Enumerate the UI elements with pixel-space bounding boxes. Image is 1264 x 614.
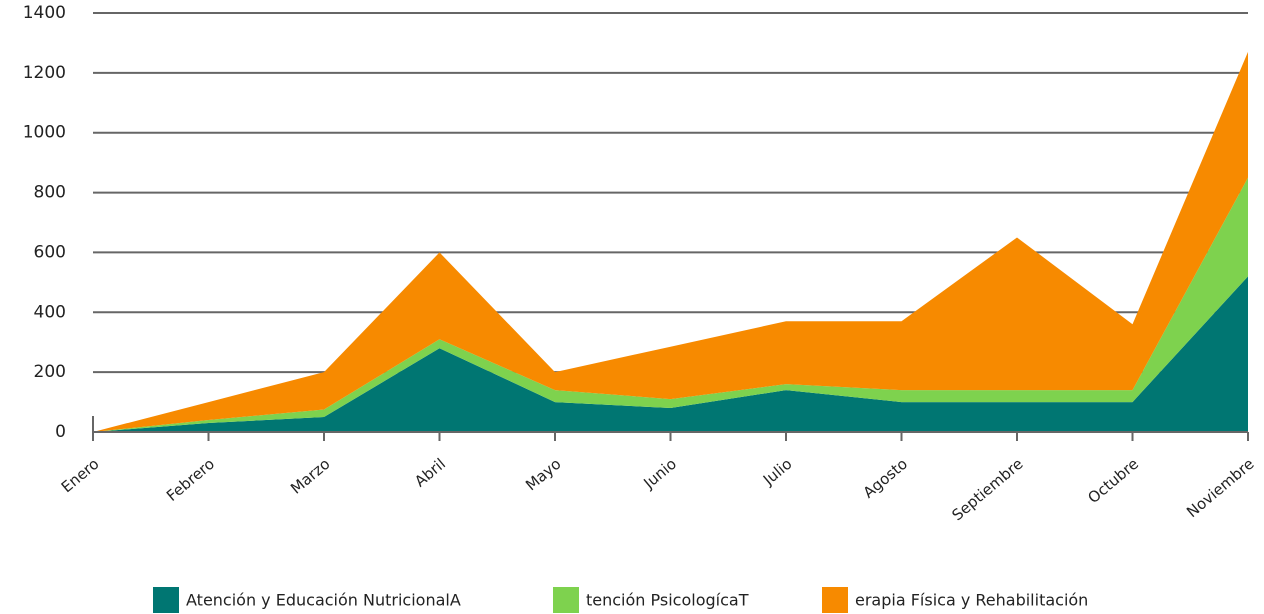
x-tick-label: Marzo	[287, 455, 333, 498]
x-tick-label: Febrero	[163, 455, 218, 505]
legend-label: tención PsicologícaT	[586, 591, 749, 610]
x-tick-label: Agosto	[860, 455, 911, 502]
x-tick-label: Noviembre	[1183, 455, 1257, 521]
x-tick-label: Enero	[58, 455, 103, 497]
x-tick-label: Junio	[639, 455, 680, 493]
area	[93, 51, 1248, 433]
x-tick-label: Septiembre	[948, 455, 1026, 525]
legend-swatch	[153, 587, 179, 613]
y-tick-label: 1200	[23, 63, 66, 83]
y-tick-label: 1000	[23, 123, 66, 143]
legend-label: Atención y Educación NutricionalA	[186, 591, 461, 610]
x-tick-label: Abril	[411, 455, 449, 491]
y-tick-label: 600	[34, 242, 66, 262]
y-tick-label: 0	[55, 422, 66, 442]
legend-swatch	[822, 587, 848, 613]
y-tick-label: 1400	[23, 3, 66, 23]
legend-label: erapia Física y Rehabilitación	[855, 591, 1088, 610]
x-tick-label: Mayo	[522, 455, 564, 495]
legend-swatch	[553, 587, 579, 613]
area	[93, 276, 1248, 432]
x-tick-label: Octubre	[1084, 455, 1142, 507]
y-tick-label: 800	[34, 183, 66, 203]
y-tick-label: 200	[34, 362, 66, 382]
y-tick-label: 400	[34, 302, 66, 322]
x-tick-label: Julio	[759, 455, 795, 490]
